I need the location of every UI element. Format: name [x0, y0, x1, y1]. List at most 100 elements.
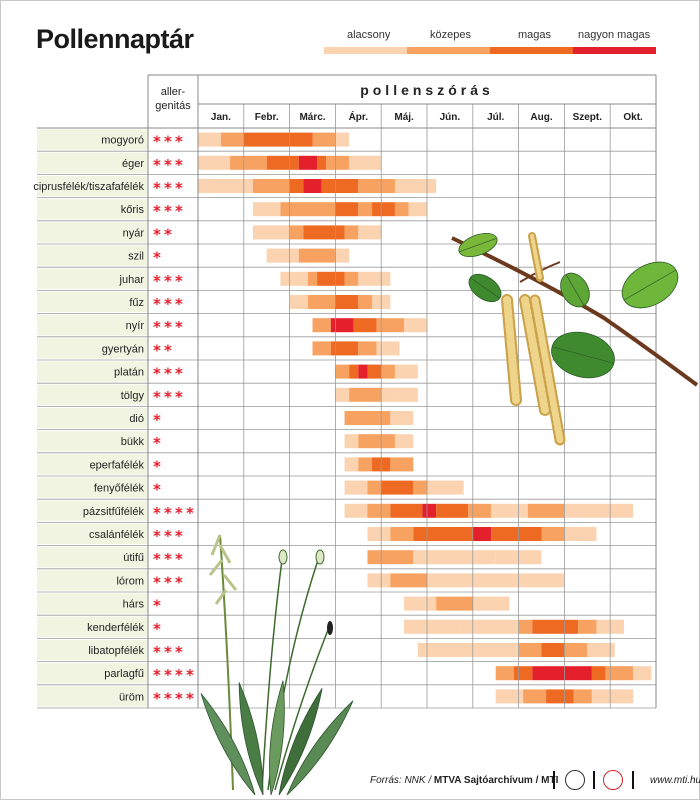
pollen-bar-segment	[404, 318, 427, 333]
plant-name-label: mogyoró	[101, 135, 144, 147]
pollen-bar-segment	[491, 527, 542, 541]
pollen-bar-segment	[307, 295, 336, 309]
separator	[632, 771, 634, 789]
pollen-bar-segment	[527, 503, 565, 518]
plantain-leaf-icon	[278, 688, 323, 796]
pollen-bar-segment	[321, 179, 359, 193]
leaf-vein	[623, 269, 677, 301]
allergenicity-star: *	[153, 573, 161, 591]
allergenicity-star: *	[175, 643, 183, 661]
pollen-bar-segment	[394, 179, 437, 193]
legend-swatch-medium	[407, 47, 490, 54]
pollen-bar-segment	[372, 202, 395, 217]
allergenicity-star: *	[164, 666, 172, 684]
row-name-background	[37, 152, 148, 173]
allergenicity-star: *	[153, 365, 161, 383]
pollen-bar-segment	[376, 341, 400, 356]
allergenicity-star: *	[175, 133, 183, 151]
allergenicity-star: *	[153, 689, 161, 707]
allergenicity-star: *	[153, 597, 161, 615]
allergenicity-star: *	[164, 573, 172, 591]
allergenicity-star: *	[153, 272, 161, 290]
row-name-background	[37, 245, 148, 266]
pollen-bar-segment	[367, 480, 382, 495]
pollen-bar-segment	[404, 596, 437, 611]
branch-icon	[451, 236, 699, 387]
plant-name-label: csalánfélék	[89, 529, 145, 541]
plant-name-label: fenyőfélék	[94, 483, 145, 495]
mtva-logo-icon	[565, 770, 585, 790]
allergenicity-star: *	[175, 689, 183, 707]
allergenicity-star: *	[164, 365, 172, 383]
allergenicity-header: genitás	[155, 100, 191, 112]
plantain-leaf-icon	[200, 693, 256, 796]
pollen-bar-segment	[367, 550, 414, 565]
leaf-vein	[551, 346, 615, 364]
pollen-bar-segment	[394, 387, 418, 402]
pollen-bar-segment	[335, 248, 350, 263]
mti-logo-icon	[603, 770, 623, 790]
pollen-bar-segment	[468, 503, 492, 518]
pollen-bar-segment	[198, 155, 231, 170]
catkin-texture	[521, 296, 549, 414]
website-link[interactable]: www.mti.hu	[650, 775, 700, 786]
pollen-bar-segment	[541, 527, 565, 541]
row-name-background	[37, 500, 148, 521]
allergenicity-star: *	[175, 272, 183, 290]
pollen-bar-segment	[312, 132, 336, 147]
allergenicity-star: *	[164, 225, 172, 243]
pollen-bar-segment	[573, 689, 592, 704]
pollen-bar-segment	[518, 643, 542, 657]
row-name-background	[37, 639, 148, 661]
allergenicity-star: *	[175, 179, 183, 197]
leaf-icon	[621, 261, 679, 309]
legend-swatch-high	[490, 47, 573, 54]
allergenicity-star: *	[164, 643, 172, 661]
plant-name-label: juhar	[119, 274, 145, 286]
row-name-background	[37, 384, 148, 405]
allergenicity-star: *	[164, 504, 172, 522]
month-tick-label: Szept.	[573, 112, 603, 123]
pollen-bar-segment	[198, 132, 221, 147]
pollen-bar-segment	[404, 619, 460, 634]
legend-label-medium: közepes	[430, 29, 471, 41]
pollen-bar-segment	[390, 573, 427, 588]
plantain-stem-icon	[274, 624, 331, 791]
leaf-icon	[560, 272, 590, 308]
separator	[553, 771, 555, 789]
pollen-bar-segment	[280, 202, 336, 217]
row-name-background	[37, 616, 148, 637]
pollen-bar-segment	[546, 689, 574, 704]
pollen-bar-segment	[394, 364, 418, 379]
allergenicity-star: *	[153, 411, 161, 429]
pollen-bar-segment	[266, 248, 299, 263]
pollen-bar-segment	[317, 155, 327, 170]
leaf-icon	[468, 273, 502, 303]
pollen-bar-segment	[344, 271, 359, 286]
pollen-bar-segment	[344, 503, 368, 518]
pollen-bar-segment	[394, 434, 414, 449]
allergenicity-star: *	[175, 527, 183, 545]
grass-panicle-icon	[208, 534, 238, 605]
pollen-bar-segment	[413, 480, 427, 495]
pollen-bar-segment	[358, 364, 368, 379]
plant-name-label: gyertyán	[102, 343, 144, 355]
allergenicity-star: *	[153, 643, 161, 661]
source-credit: Forrás: NNK / MTVA Sajtóarchívum / MTI	[370, 775, 558, 786]
pollen-bar-segment	[532, 666, 592, 681]
allergenicity-star: *	[175, 550, 183, 568]
pollen-bar-segment	[390, 411, 414, 425]
plant-name-label: tölgy	[121, 390, 145, 402]
catkin-texture	[503, 296, 520, 404]
month-tick-label: Jún.	[440, 112, 461, 123]
allergenicity-star: *	[164, 179, 172, 197]
row-name-background	[37, 431, 148, 452]
allergenicity-star: *	[153, 249, 161, 267]
pollen-bar-segment	[541, 643, 565, 657]
pollen-bar-segment	[394, 202, 409, 217]
pollen-bar-segment	[390, 527, 414, 541]
leaf-vein	[470, 277, 500, 299]
allergenicity-star: *	[153, 550, 161, 568]
pollen-bar-segment	[252, 179, 290, 193]
pollen-bar-segment	[344, 225, 359, 240]
